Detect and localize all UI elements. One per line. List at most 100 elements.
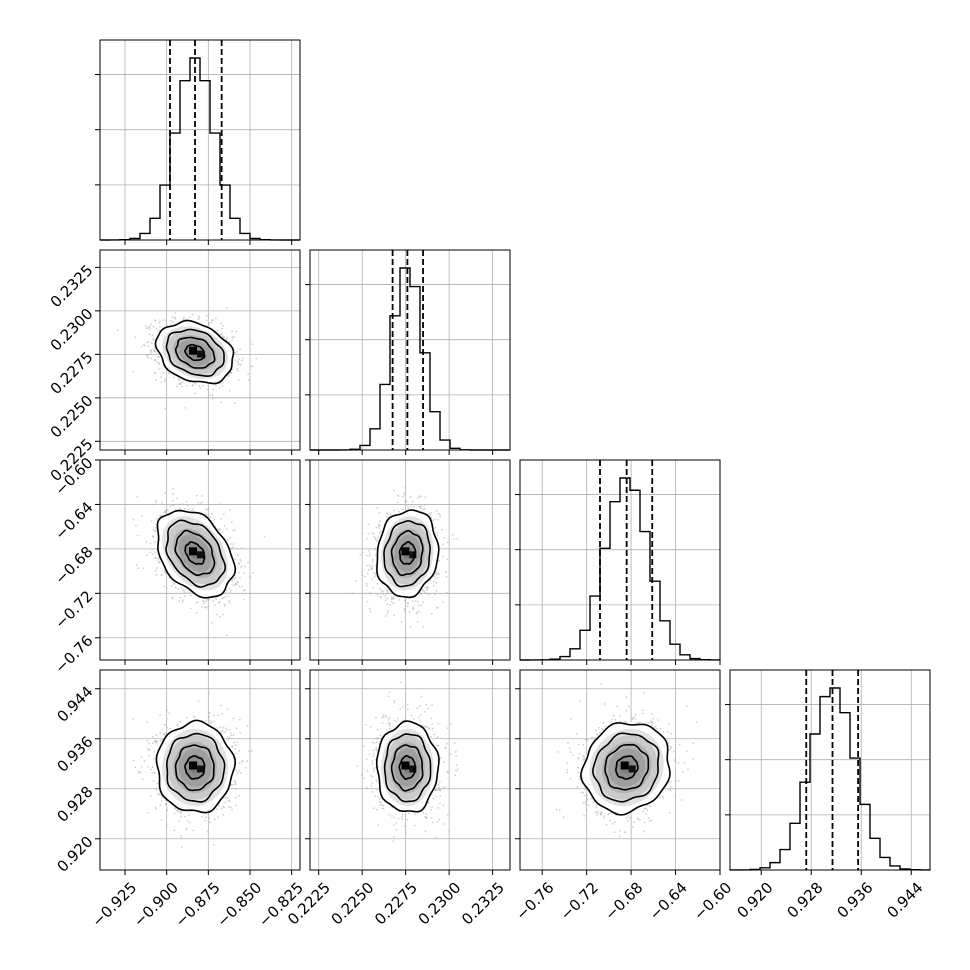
scatter-point	[219, 529, 222, 531]
scatter-point	[170, 585, 173, 587]
scatter-point	[199, 502, 202, 505]
scatter-point	[404, 494, 406, 497]
scatter-point	[237, 572, 240, 574]
scatter-point	[351, 592, 353, 594]
scatter-point	[155, 499, 158, 502]
scatter-point	[432, 519, 434, 522]
scatter-point	[154, 359, 156, 362]
scatter-point	[178, 600, 181, 602]
scatter-point	[364, 575, 366, 578]
scatter-point	[172, 321, 175, 323]
scatter-point	[150, 342, 153, 344]
scatter-point	[392, 489, 395, 492]
scatter-point	[205, 319, 208, 322]
scatter-point	[239, 348, 242, 351]
scatter-point	[178, 503, 181, 506]
contour-0	[184, 541, 206, 565]
scatter-point	[247, 379, 250, 381]
scatter-point	[435, 581, 438, 584]
contour-3	[376, 509, 440, 599]
scatter-point	[151, 334, 154, 336]
scatter-point	[152, 536, 155, 538]
scatter-point	[249, 575, 252, 578]
scatter-point	[409, 496, 412, 498]
scatter-point	[236, 367, 239, 370]
scatter-point	[202, 602, 205, 605]
scatter-point	[418, 610, 421, 613]
scatter-point	[145, 341, 148, 344]
scatter-point	[227, 736, 229, 738]
scatter-point	[418, 506, 421, 508]
scatter-point	[172, 376, 175, 379]
panel-content	[100, 460, 300, 660]
scatter-point	[163, 512, 165, 514]
scatter-point	[212, 319, 214, 321]
scatter-point	[238, 770, 240, 773]
scatter-point	[393, 614, 395, 617]
scatter-point	[142, 343, 145, 346]
scatter-point	[249, 550, 251, 553]
scatter-point	[365, 564, 368, 567]
scatter-point	[164, 571, 167, 574]
scatter-point	[234, 359, 237, 362]
scatter-point	[156, 356, 159, 359]
scatter-point	[187, 508, 190, 511]
scatter-point	[250, 365, 252, 368]
scatter-point	[379, 532, 381, 535]
scatter-point	[434, 527, 436, 529]
scatter-point	[416, 620, 419, 623]
scatter-point	[416, 600, 419, 603]
scatter-point	[379, 595, 381, 598]
scatter-point	[165, 586, 168, 589]
scatter-point	[197, 318, 200, 320]
scatter-point	[423, 590, 426, 593]
scatter-point	[366, 572, 369, 575]
scatter-point	[446, 558, 449, 560]
scatter-point	[242, 598, 245, 601]
scatter-point	[158, 363, 160, 366]
scatter-point	[149, 551, 152, 554]
scatter-point	[407, 602, 409, 605]
scatter-point	[145, 327, 148, 330]
scatter-point	[180, 587, 183, 589]
scatter-point	[197, 315, 200, 317]
scatter-point	[192, 384, 194, 386]
scatter-point	[212, 600, 215, 602]
scatter-point	[366, 584, 368, 587]
scatter-point	[182, 318, 185, 321]
scatter-point	[412, 607, 415, 610]
scatter-point	[155, 501, 158, 504]
scatter-point	[198, 385, 201, 387]
scatter-point	[451, 534, 454, 536]
scatter-point	[386, 597, 389, 600]
scatter-point	[225, 528, 228, 530]
scatter-point	[361, 574, 364, 577]
scatter-point	[136, 534, 139, 537]
scatter-point	[143, 344, 146, 347]
scatter-point	[171, 499, 174, 502]
scatter-point	[437, 572, 440, 575]
scatter-point	[385, 589, 388, 591]
scatter-point	[237, 581, 239, 583]
scatter-point	[213, 518, 216, 521]
scatter-point	[201, 606, 204, 608]
scatter-point	[141, 515, 144, 518]
scatter-point	[197, 601, 199, 603]
scatter-point	[386, 603, 389, 606]
scatter-point	[150, 351, 153, 353]
contour-3	[154, 319, 235, 385]
histogram-1	[310, 267, 510, 451]
scatter-point	[403, 610, 406, 612]
scatter-point	[355, 579, 358, 582]
scatter-point	[237, 369, 240, 372]
scatter-point	[387, 592, 390, 595]
scatter-point	[158, 322, 160, 324]
scatter-point	[228, 375, 231, 377]
scatter-point	[230, 806, 232, 808]
scatter-point	[237, 360, 240, 363]
scatter-point	[178, 379, 181, 381]
scatter-point	[424, 496, 427, 499]
scatter-point	[368, 555, 371, 557]
scatter-point	[145, 355, 148, 357]
panel-frame	[519, 459, 721, 661]
